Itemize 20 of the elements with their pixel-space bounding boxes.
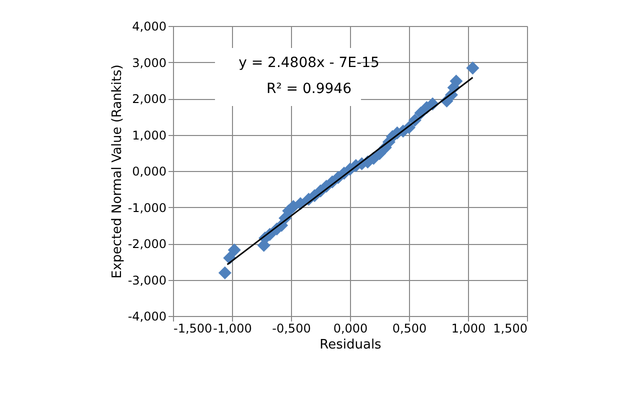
x-tick-label: 0,500 (392, 322, 427, 336)
y-tick-label: -4,000 (128, 310, 166, 324)
x-tick-label: -1,500 (174, 322, 212, 336)
x-axis-title: Residuals (320, 338, 382, 352)
y-axis-title: Expected Normal Value (Rankits) (110, 64, 125, 278)
x-tick-label: -1,000 (213, 322, 252, 336)
x-tick-label: 1,000 (451, 322, 486, 336)
annotation: y = 2.4808x - 7E-15 (238, 55, 380, 71)
y-tick-label: 3,000 (132, 56, 166, 70)
y-tick-label: -3,000 (128, 273, 166, 288)
x-tick-label: -0,500 (272, 322, 311, 336)
x-tick-label: 1,500 (493, 322, 528, 336)
annotation: R² = 0.9946 (266, 81, 352, 97)
y-tick-label: -1,000 (128, 200, 166, 215)
y-tick-label: -2,000 (128, 237, 166, 251)
x-tick-label: 0,000 (333, 322, 368, 336)
y-tick-label: 4,000 (132, 20, 166, 34)
y-tick-label: 2,000 (132, 92, 166, 106)
y-tick-label: 0,000 (132, 164, 166, 178)
y-tick-label: 1,000 (132, 128, 166, 142)
